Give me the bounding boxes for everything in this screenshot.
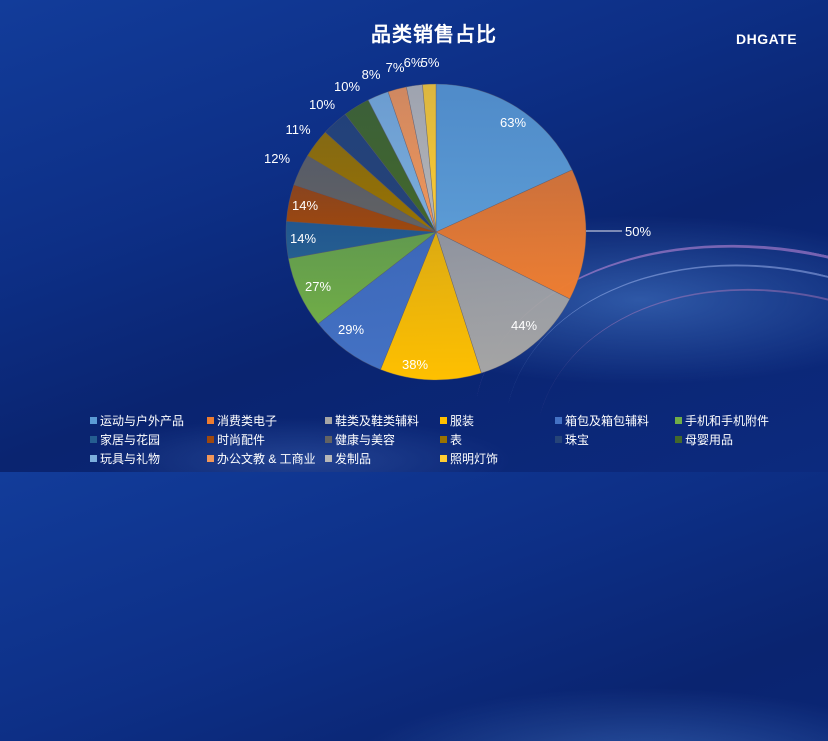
pie-slice <box>422 83 437 233</box>
legend-label: 家居与花园 <box>100 433 161 447</box>
legend-swatch-icon <box>90 455 97 462</box>
data-label: 10% <box>334 79 360 94</box>
legend-label: 母婴用品 <box>685 433 734 447</box>
legend-swatch-icon <box>440 436 447 443</box>
legend-swatch-icon <box>325 417 332 424</box>
legend-item: 珠宝 <box>555 431 589 448</box>
data-label: 50% <box>625 224 651 239</box>
data-label: 10% <box>309 97 335 112</box>
legend-swatch-icon <box>555 436 562 443</box>
legend-label: 运动与户外产品 <box>100 414 185 428</box>
legend-item: 服装 <box>440 412 474 429</box>
legend-swatch-icon <box>207 417 214 424</box>
legend-swatch-icon <box>555 417 562 424</box>
legend-item: 消费类电子 <box>207 412 277 429</box>
legend-item: 时尚配件 <box>207 431 265 448</box>
data-label: 27% <box>305 279 331 294</box>
legend-swatch-icon <box>207 455 214 462</box>
data-label: 14% <box>290 231 316 246</box>
pie-chart: 63%50%44%38%29%27%14%14%12%11%10%10%8% 7%… <box>264 55 651 381</box>
legend-item: 健康与美容 <box>325 431 395 448</box>
legend-item: 办公文教 & 工商业 <box>207 450 316 467</box>
legend-label: 消费类电子 <box>217 414 278 428</box>
legend-label: 鞋类及鞋类辅料 <box>335 414 420 428</box>
legend-item: 鞋类及鞋类辅料 <box>325 412 419 429</box>
legend-swatch-icon <box>90 417 97 424</box>
pie-slice <box>380 231 482 381</box>
legend-item: 发制品 <box>325 450 371 467</box>
legend-label: 发制品 <box>335 452 372 466</box>
legend-item: 玩具与礼物 <box>90 450 160 467</box>
pie-slice <box>435 83 573 233</box>
legend-label: 照明灯饰 <box>450 452 499 466</box>
legend-label: 珠宝 <box>565 433 590 447</box>
legend-label: 健康与美容 <box>335 433 396 447</box>
legend-swatch-icon <box>90 436 97 443</box>
data-label: 5% <box>421 55 440 70</box>
legend-label: 时尚配件 <box>217 433 266 447</box>
legend-swatch-icon <box>440 455 447 462</box>
legend-item: 表 <box>440 431 462 448</box>
data-label: 7% <box>386 60 405 75</box>
data-label: 12% <box>264 151 290 166</box>
legend-item: 箱包及箱包辅料 <box>555 412 649 429</box>
data-label: 11% <box>285 122 310 137</box>
legend-item: 照明灯饰 <box>440 450 498 467</box>
legend-swatch-icon <box>325 436 332 443</box>
dhgate-logo: DHGATE <box>736 31 798 47</box>
data-label: 38% <box>402 357 428 372</box>
legend-swatch-icon <box>675 436 682 443</box>
legend-swatch-icon <box>207 436 214 443</box>
legend-label: 箱包及箱包辅料 <box>565 414 650 428</box>
data-label: 8% <box>362 67 381 82</box>
legend-item: 运动与户外产品 <box>90 412 184 429</box>
legend-item: 母婴用品 <box>675 431 733 448</box>
legend-swatch-icon <box>675 417 682 424</box>
legend-swatch-icon <box>325 455 332 462</box>
legend-label: 玩具与礼物 <box>100 452 161 466</box>
data-label: 6% <box>404 55 423 70</box>
legend-item: 家居与花园 <box>90 431 160 448</box>
data-label: 29% <box>338 322 364 337</box>
data-label: 63% <box>500 115 526 130</box>
chart-title: 品类销售占比 <box>371 22 497 46</box>
data-label: 14% <box>292 198 318 213</box>
legend-label: 服装 <box>450 414 475 428</box>
legend-swatch-icon <box>440 417 447 424</box>
legend-label: 办公文教 & 工商业 <box>217 452 316 466</box>
pie-slice <box>435 169 587 300</box>
data-label: 44% <box>511 318 537 333</box>
legend-label: 手机和手机附件 <box>685 414 770 428</box>
legend-label: 表 <box>450 433 463 447</box>
pie-slice <box>435 231 571 374</box>
legend-item: 手机和手机附件 <box>675 412 769 429</box>
